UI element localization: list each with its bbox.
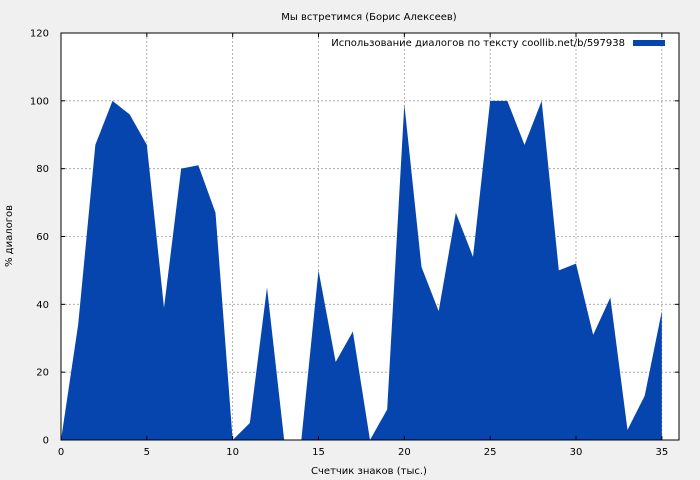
x-tick-label: 5 <box>144 447 150 458</box>
grid <box>61 33 679 440</box>
x-tick-label: 10 <box>226 447 239 458</box>
x-tick-label: 15 <box>312 447 325 458</box>
y-tick-label: 20 <box>36 368 49 379</box>
x-tick-label: 0 <box>58 447 64 458</box>
y-axis-label: % диалогов <box>4 205 15 267</box>
legend-swatch <box>633 40 665 46</box>
x-tick-label: 25 <box>484 447 497 458</box>
axis-ticks: 0 5 10 15 20 25 30 35 0 20 40 60 80 100 120 <box>30 29 679 458</box>
legend: Использование диалогов по тексту coollib… <box>331 38 665 49</box>
y-tick-label: 0 <box>43 436 49 447</box>
legend-label: Использование диалогов по тексту coollib… <box>331 38 625 49</box>
x-tick-label: 35 <box>655 447 668 458</box>
y-tick-label: 100 <box>30 96 49 107</box>
series-area-path <box>61 100 662 440</box>
series-area <box>61 100 662 440</box>
x-tick-label: 20 <box>398 447 411 458</box>
x-tick-label: 30 <box>570 447 583 458</box>
chart-title: Мы встретимся (Борис Алексеев) <box>281 12 457 23</box>
y-tick-label: 60 <box>36 232 49 243</box>
y-tick-label: 120 <box>30 29 49 40</box>
x-axis-label: Счетчик знаков (тыс.) <box>311 466 427 477</box>
y-tick-label: 80 <box>36 164 49 175</box>
y-tick-label: 40 <box>36 300 49 311</box>
